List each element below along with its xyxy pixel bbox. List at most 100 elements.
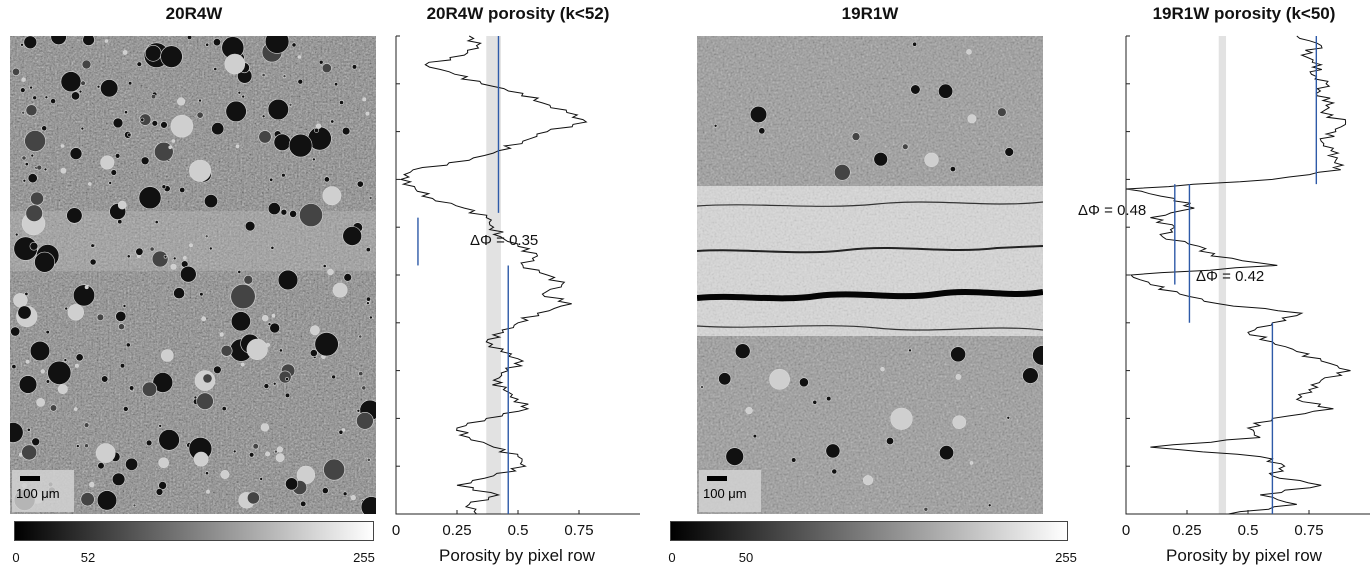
pore-dot bbox=[952, 415, 967, 430]
pore-dot bbox=[30, 153, 35, 158]
pore-dot bbox=[237, 269, 242, 274]
pore-dot bbox=[297, 78, 304, 85]
colorbar-tick: 255 bbox=[1055, 550, 1077, 565]
pore-dot bbox=[127, 132, 132, 137]
pore-dot bbox=[168, 145, 172, 150]
pore-dot bbox=[241, 94, 245, 99]
pore-dot bbox=[220, 469, 230, 479]
pore-dot bbox=[700, 385, 704, 389]
pore-dot bbox=[323, 176, 330, 183]
pore-dot bbox=[267, 202, 281, 215]
pore-dot bbox=[36, 164, 43, 171]
pore-dot bbox=[97, 462, 105, 470]
pore-dot bbox=[125, 457, 139, 471]
pore-dot bbox=[225, 100, 247, 122]
colorbar-tick: 0 bbox=[12, 550, 20, 565]
pore-dot bbox=[25, 104, 38, 117]
porosity-series-line bbox=[1125, 35, 1351, 515]
pore-dot bbox=[95, 443, 116, 463]
pore-dot bbox=[209, 246, 213, 251]
pore-dot bbox=[75, 353, 84, 362]
micrograph-title: 19R1W bbox=[841, 4, 899, 23]
pore-dot bbox=[213, 365, 222, 374]
pore-dot bbox=[237, 90, 242, 95]
pore-dot bbox=[749, 105, 768, 124]
pore-dot bbox=[342, 226, 363, 246]
colorbar-tick: 0 bbox=[668, 550, 676, 565]
pore-dot bbox=[84, 443, 89, 449]
pore-dot bbox=[154, 220, 159, 225]
pore-dot bbox=[213, 67, 218, 71]
pore-dot bbox=[280, 208, 288, 216]
pore-dot bbox=[220, 344, 233, 357]
pore-dot bbox=[288, 133, 313, 158]
pore-dot bbox=[135, 247, 144, 256]
pore-dot bbox=[358, 334, 363, 339]
pore-dot bbox=[88, 182, 92, 186]
pore-dot bbox=[272, 381, 277, 386]
pore-dot bbox=[327, 268, 334, 276]
pore-dot bbox=[96, 84, 101, 89]
pore-dot bbox=[170, 114, 194, 138]
pore-dot bbox=[219, 332, 224, 337]
pore-dot bbox=[213, 38, 222, 47]
pore-dot bbox=[11, 364, 17, 370]
pore-dot bbox=[189, 159, 212, 182]
pore-dot bbox=[31, 437, 41, 447]
pore-dot bbox=[315, 123, 322, 129]
pore-dot bbox=[193, 451, 209, 467]
colorbar-tick: 50 bbox=[738, 550, 754, 565]
pore-dot bbox=[100, 79, 119, 98]
pore-dot bbox=[205, 42, 210, 47]
pore-dot bbox=[267, 322, 272, 327]
pore-dot bbox=[369, 315, 373, 320]
pore-dot bbox=[873, 151, 888, 167]
micrograph-image: 100 μm bbox=[697, 36, 1043, 514]
pore-dot bbox=[334, 82, 339, 87]
pore-dot bbox=[29, 85, 33, 90]
scale-bar bbox=[707, 476, 727, 481]
pore-dot bbox=[321, 63, 332, 74]
pore-dot bbox=[950, 346, 966, 363]
colorbar-tick: 255 bbox=[353, 550, 375, 565]
pore-dot bbox=[967, 114, 977, 124]
pore-dot bbox=[74, 363, 79, 368]
pore-dot bbox=[196, 111, 204, 119]
pore-dot bbox=[76, 444, 80, 448]
scale-bar-box: 100 μm bbox=[699, 470, 761, 512]
pore-dot bbox=[201, 316, 207, 322]
pore-dot bbox=[734, 343, 751, 360]
pore-dot bbox=[11, 67, 21, 76]
pore-dot bbox=[309, 325, 320, 336]
pore-dot bbox=[60, 167, 67, 174]
pore-dot bbox=[282, 74, 287, 79]
pore-dot bbox=[150, 93, 157, 100]
pore-dot bbox=[211, 122, 225, 136]
pore-dot bbox=[966, 49, 972, 55]
pore-dot bbox=[799, 377, 809, 388]
pore-dot bbox=[351, 64, 358, 70]
pore-dot bbox=[84, 285, 89, 290]
pore-dot bbox=[10, 422, 24, 443]
pore-dot bbox=[45, 379, 51, 384]
pore-dot bbox=[196, 392, 214, 410]
pore-dot bbox=[318, 59, 324, 65]
pore-dot bbox=[368, 196, 373, 200]
pore-dot bbox=[244, 220, 256, 232]
pore-dot bbox=[362, 97, 367, 102]
pore-dot bbox=[14, 232, 19, 237]
pore-dot bbox=[170, 263, 177, 270]
pore-dot bbox=[17, 305, 32, 320]
pore-dot bbox=[34, 251, 55, 273]
scale-bar-box: 100 μm bbox=[12, 470, 74, 512]
pore-dot bbox=[138, 186, 162, 210]
pore-dot bbox=[81, 59, 92, 70]
pore-dot bbox=[259, 477, 263, 481]
pore-dot bbox=[158, 481, 167, 490]
pore-dot bbox=[158, 424, 162, 428]
pore-dot bbox=[240, 362, 245, 367]
pore-dot bbox=[108, 181, 112, 185]
pore-dot bbox=[264, 36, 290, 54]
pore-dot bbox=[267, 98, 289, 121]
